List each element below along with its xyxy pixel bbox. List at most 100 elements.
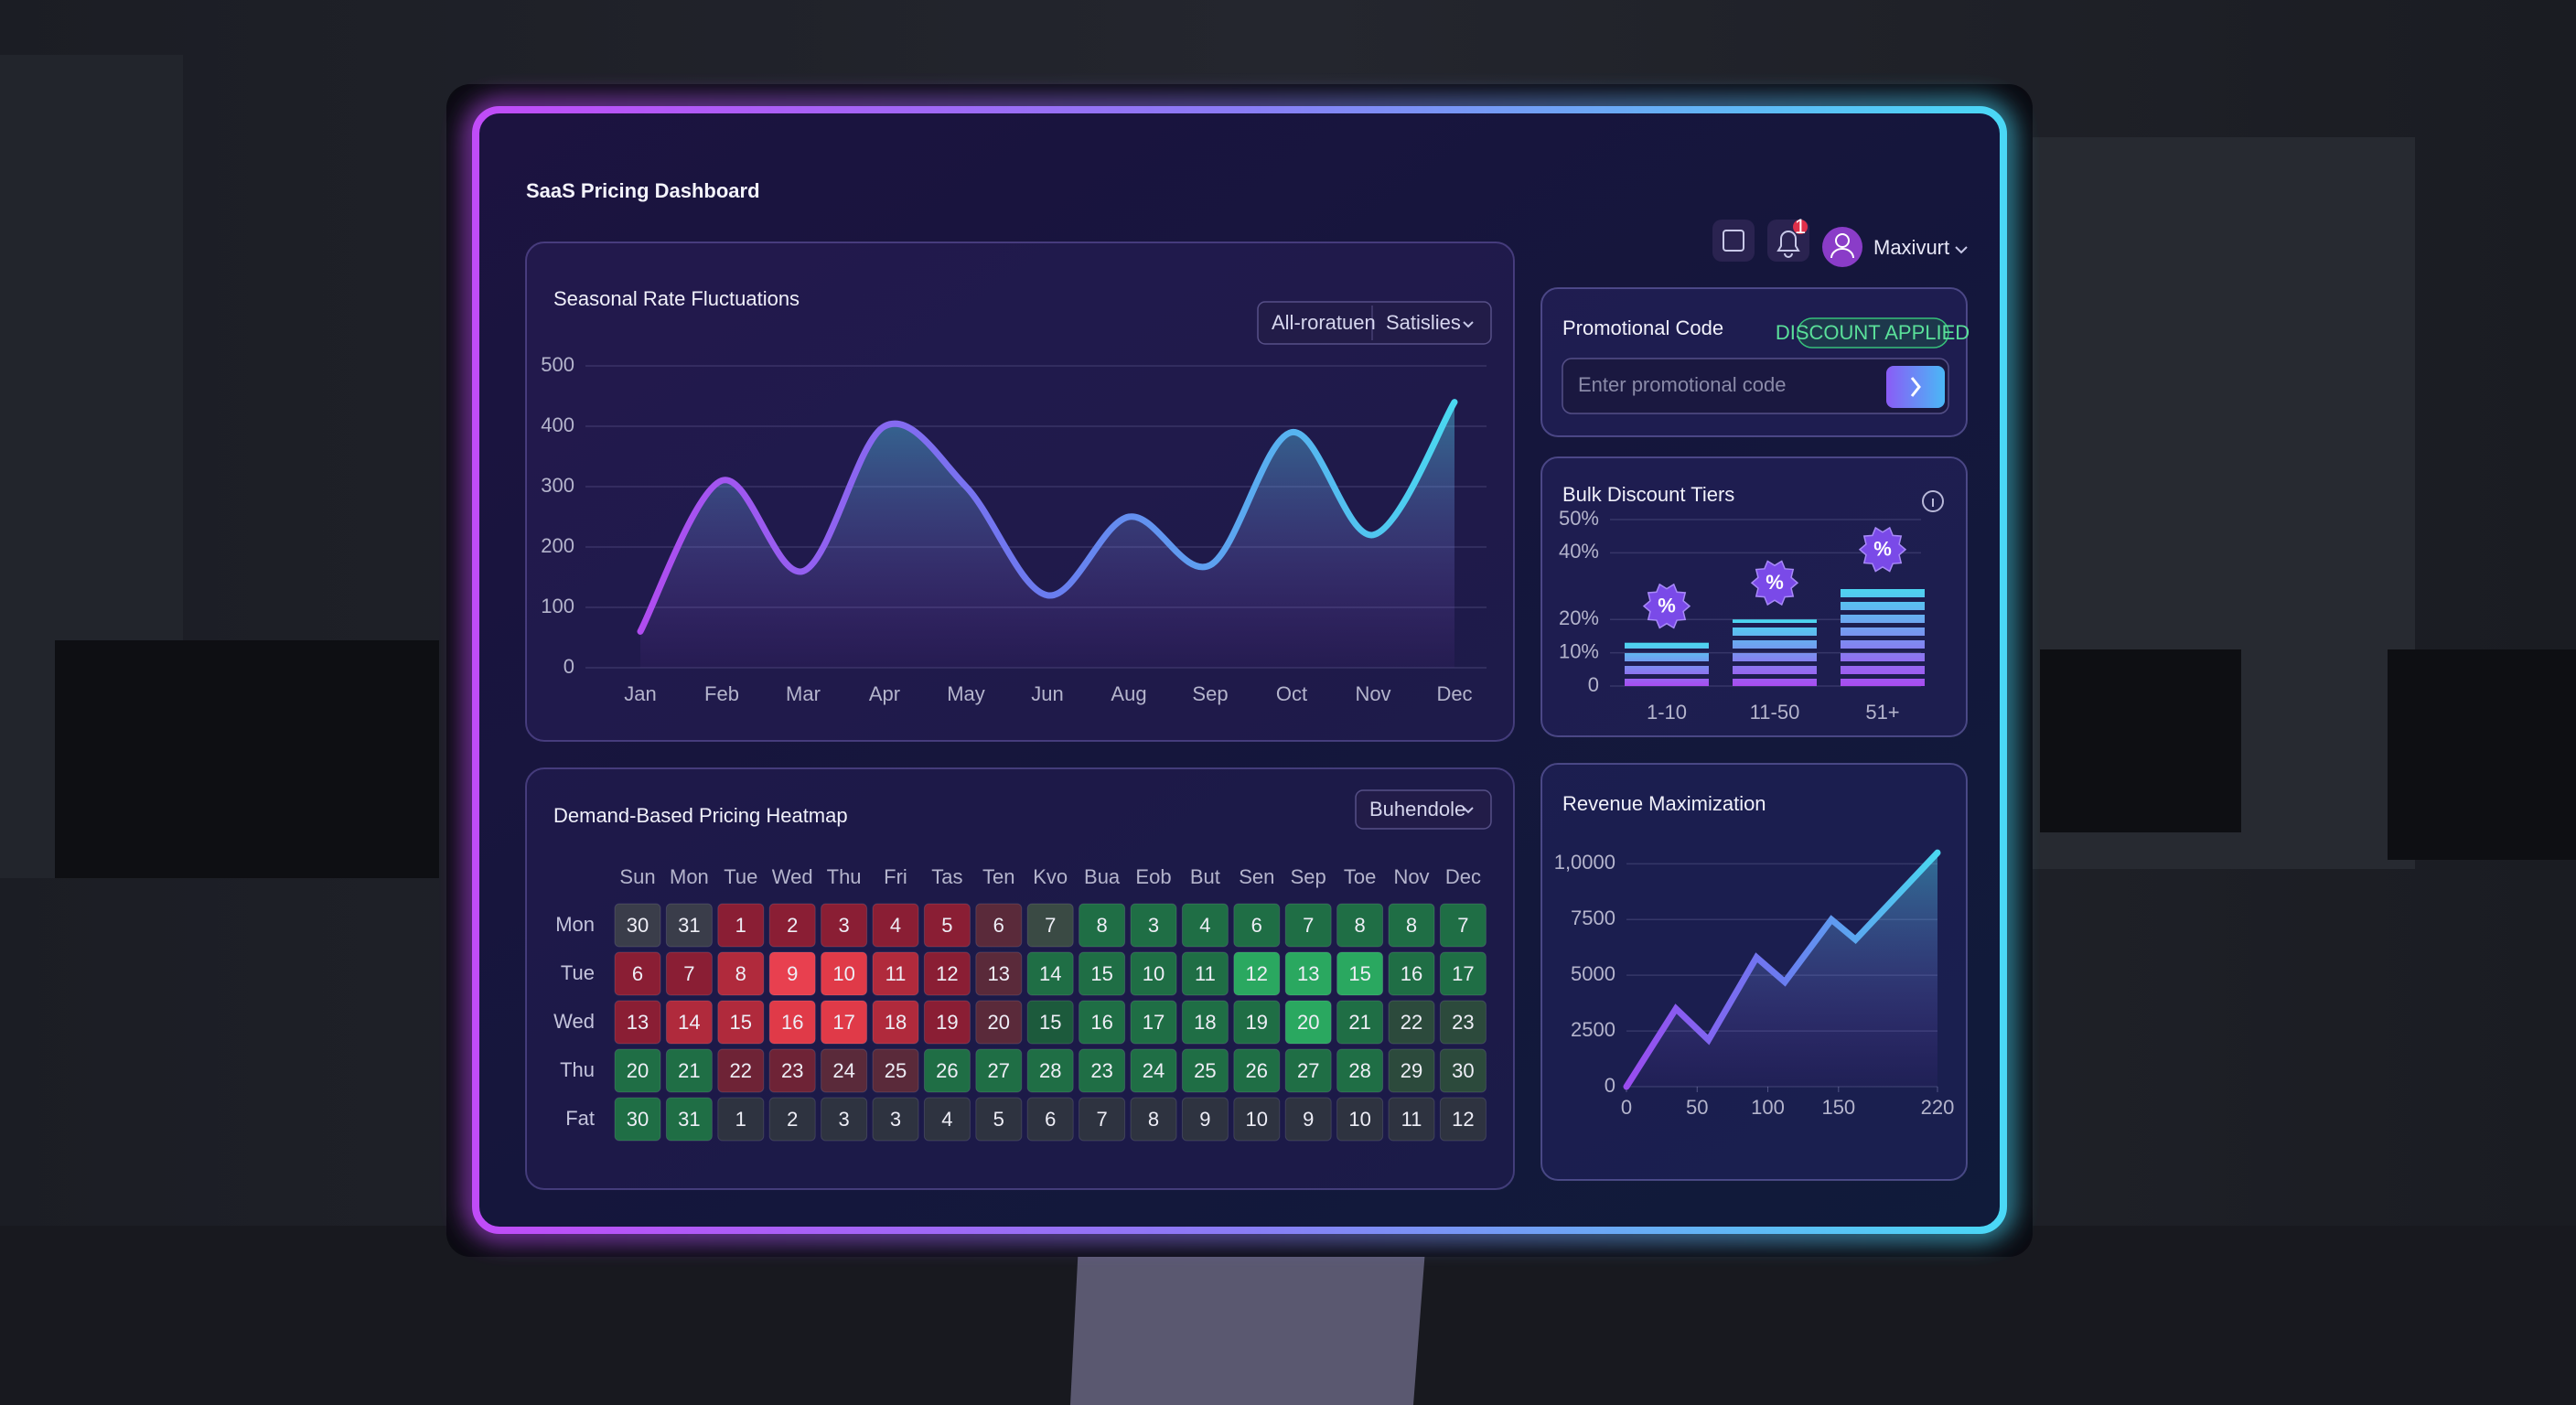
heatmap-cell bbox=[923, 1000, 971, 1045]
column-label: Nov bbox=[1393, 865, 1429, 888]
cell-label: 25 bbox=[885, 1059, 907, 1082]
heatmap-cell bbox=[1388, 951, 1435, 996]
y-tick-label: 400 bbox=[541, 413, 574, 436]
apply-button[interactable] bbox=[1886, 366, 1945, 408]
heatmap-cell bbox=[975, 903, 1023, 948]
heatmap-cell bbox=[1026, 951, 1074, 996]
cell-label: 20 bbox=[1297, 1011, 1319, 1034]
discount-badge bbox=[1642, 583, 1691, 629]
bell-icon bbox=[1776, 231, 1800, 258]
heatmap-cell bbox=[1181, 951, 1229, 996]
bar bbox=[1625, 642, 1709, 686]
cell-label: 2 bbox=[787, 1108, 798, 1131]
heatmap-cell bbox=[1284, 1000, 1332, 1045]
heatmap-cell bbox=[1130, 1048, 1177, 1093]
cell-label: 10 bbox=[1143, 962, 1165, 985]
cell-label: 15 bbox=[1348, 962, 1370, 985]
heatmap-cell bbox=[821, 1048, 868, 1093]
cell-label: 4 bbox=[1199, 914, 1210, 937]
cell-label: 15 bbox=[730, 1011, 752, 1034]
x-tick-label: Feb bbox=[704, 682, 739, 705]
user-name[interactable]: Maxivurt bbox=[1873, 236, 1949, 259]
heatmap-cell bbox=[614, 1097, 661, 1142]
x-tick-label: Dec bbox=[1436, 682, 1472, 705]
heatmap-cell bbox=[1336, 903, 1384, 948]
cell-label: 11 bbox=[886, 962, 907, 985]
filter-dropdown[interactable] bbox=[1257, 301, 1492, 345]
discount-badge bbox=[1858, 526, 1907, 573]
heatmap-cell bbox=[975, 1097, 1023, 1142]
heatmap-cell bbox=[975, 1000, 1023, 1045]
heatmap-cell bbox=[1284, 903, 1332, 948]
info-icon[interactable] bbox=[1922, 490, 1944, 512]
cell-label: 14 bbox=[1039, 962, 1061, 985]
cell-label: 13 bbox=[627, 1011, 649, 1034]
promo-input[interactable] bbox=[1562, 358, 1949, 414]
cell-label: 28 bbox=[1039, 1059, 1061, 1082]
cell-label: 4 bbox=[890, 914, 901, 937]
chart-title: Revenue Maximization bbox=[1562, 792, 1766, 815]
x-tick-label: 1-10 bbox=[1647, 701, 1687, 724]
cell-label: 26 bbox=[936, 1059, 958, 1082]
heatmap-cell bbox=[717, 903, 765, 948]
y-tick-label: 50% bbox=[1559, 507, 1599, 530]
avatar-icon bbox=[1830, 248, 1854, 259]
cell-label: 1 bbox=[735, 1108, 746, 1131]
heatmap-cell bbox=[1079, 903, 1126, 948]
cell-label: 3 bbox=[838, 1108, 849, 1131]
y-tick-label: 10% bbox=[1559, 639, 1599, 662]
cell-label: 17 bbox=[832, 1011, 854, 1034]
filter-label[interactable]: Satislies bbox=[1386, 311, 1461, 334]
cell-label: 25 bbox=[1194, 1059, 1216, 1082]
heatmap-cell bbox=[1388, 1097, 1435, 1142]
cell-label: 23 bbox=[1090, 1059, 1112, 1082]
column-label: Wed bbox=[772, 865, 813, 888]
heatmap-cell bbox=[768, 951, 816, 996]
x-tick-label: Jan bbox=[624, 682, 656, 705]
column-label: But bbox=[1190, 865, 1220, 888]
cell-label: 8 bbox=[1096, 914, 1107, 937]
filter-label[interactable]: All-roratuen bbox=[1272, 311, 1376, 334]
heatmap-cell bbox=[1079, 1000, 1126, 1045]
heatmap-cell bbox=[975, 951, 1023, 996]
column-label: Tas bbox=[931, 865, 962, 888]
heatmap-cell bbox=[1181, 903, 1229, 948]
heatmap-cell bbox=[1079, 1048, 1126, 1093]
x-tick-label: 100 bbox=[1751, 1096, 1785, 1119]
cell-label: 10 bbox=[1348, 1108, 1370, 1131]
heatmap-cell bbox=[768, 1048, 816, 1093]
y-tick-label: 500 bbox=[541, 353, 574, 376]
cell-label: 12 bbox=[1452, 1108, 1474, 1131]
status-badge bbox=[1797, 317, 1949, 349]
cell-label: 31 bbox=[678, 914, 700, 937]
heatmap-cell bbox=[821, 903, 868, 948]
background-monitor bbox=[2388, 649, 2576, 860]
cell-label: 12 bbox=[1246, 962, 1268, 985]
cell-label: 11 bbox=[1401, 1108, 1422, 1131]
x-tick-label: 0 bbox=[1621, 1096, 1632, 1119]
x-tick-label: 11-50 bbox=[1750, 701, 1800, 724]
filter-label[interactable]: Buhendole bbox=[1369, 798, 1465, 820]
cell-label: 9 bbox=[787, 962, 798, 985]
column-label: Eob bbox=[1135, 865, 1171, 888]
x-tick-label: Sep bbox=[1192, 682, 1228, 705]
row-label: Mon bbox=[555, 913, 595, 936]
badge-label: % bbox=[1658, 594, 1676, 617]
calendar-button[interactable] bbox=[1712, 220, 1755, 262]
heatmap-cell bbox=[1439, 1000, 1487, 1045]
column-label: Thu bbox=[827, 865, 862, 888]
heatmap-cell bbox=[923, 1048, 971, 1093]
heatmap-cell bbox=[717, 1000, 765, 1045]
x-tick-label: Mar bbox=[786, 682, 821, 705]
promo-title: Promotional Code bbox=[1562, 316, 1723, 339]
cell-label: 13 bbox=[988, 962, 1010, 985]
cell-label: 26 bbox=[1246, 1059, 1268, 1082]
heatmap-cell bbox=[821, 1097, 868, 1142]
heatmap-cell bbox=[923, 951, 971, 996]
filter-dropdown[interactable] bbox=[1355, 789, 1492, 830]
heatmap-cell bbox=[1284, 1048, 1332, 1093]
heatmap-cell bbox=[1336, 1000, 1384, 1045]
cell-label: 20 bbox=[988, 1011, 1010, 1034]
promo-placeholder[interactable]: Enter promotional code bbox=[1578, 373, 1786, 396]
